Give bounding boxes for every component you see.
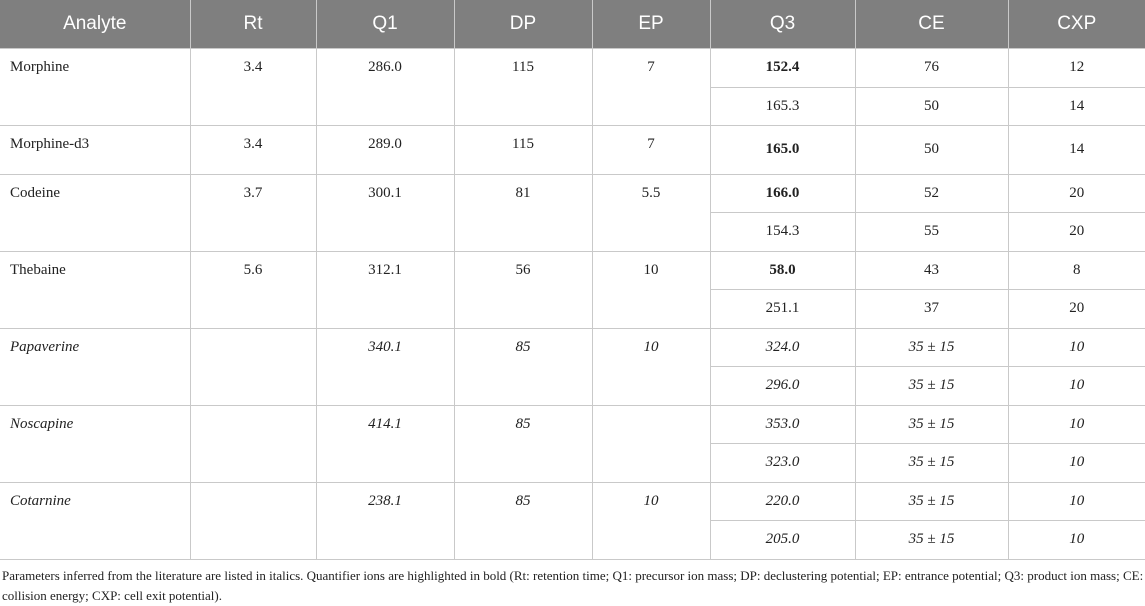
cell: 35 ± 15: [854, 327, 1009, 367]
table-row: Morphine 3.4 286.0 115 7 152.4 76 12: [0, 48, 1145, 126]
cell: 165.0: [709, 125, 856, 175]
footnote: Parameters inferred from the literature …: [2, 567, 1144, 603]
cell: 8: [1007, 250, 1145, 290]
cell: 81: [453, 173, 593, 252]
cell: Thebaine: [0, 250, 191, 329]
header-cell: CE: [854, 0, 1009, 49]
cell: 85: [453, 481, 593, 560]
cell: 286.0: [315, 48, 455, 126]
cell: [189, 404, 317, 483]
table-row: Cotarnine 238.1 85 10 220.0 35 ± 15 10: [0, 481, 1145, 560]
cell: 300.1: [315, 173, 455, 252]
cell: 50: [854, 125, 1009, 175]
header-cell: Q3: [709, 0, 856, 49]
cell: 85: [453, 404, 593, 483]
cell: 43: [854, 250, 1009, 290]
cell: 10: [591, 481, 711, 560]
cell: 85: [453, 327, 593, 406]
cell: Morphine-d3: [0, 125, 191, 175]
table-row: Codeine 3.7 300.1 81 5.5 166.0 52 20: [0, 173, 1145, 252]
cell: 166.0: [709, 173, 856, 213]
cell: 35 ± 15: [854, 443, 1009, 483]
cell: 10: [1007, 404, 1145, 444]
cell: 10: [1007, 327, 1145, 367]
cell: 56: [453, 250, 593, 329]
cell: 10: [1007, 481, 1145, 521]
cell: 12: [1007, 48, 1145, 88]
cell: 205.0: [710, 520, 856, 560]
table-row: Papaverine 340.1 85 10 324.0 35 ± 15 10: [0, 327, 1145, 406]
cell: 52: [854, 173, 1009, 213]
header-cell: CXP: [1007, 0, 1145, 49]
cell: 35 ± 15: [854, 404, 1009, 444]
cell: 37: [854, 289, 1009, 329]
cell: [189, 481, 317, 560]
table-row: 165.3 50 14: [0, 86, 1145, 126]
cell: 14: [1007, 86, 1145, 126]
cell: 7: [591, 48, 711, 126]
cell: 58.0: [709, 250, 856, 290]
cell: Noscapine: [0, 404, 191, 483]
cell: 152.4: [709, 48, 856, 88]
cell: 312.1: [315, 250, 455, 329]
cell: 20: [1007, 212, 1145, 252]
cell: Morphine: [0, 48, 191, 126]
cell: 10: [1007, 520, 1145, 560]
table-row: Morphine-d3 3.4 289.0 115 7 165.0 50 14: [0, 125, 1145, 175]
cell: 50: [854, 86, 1009, 126]
cell: 238.1: [315, 481, 455, 560]
cell: 323.0: [710, 443, 856, 483]
header-cell: DP: [453, 0, 593, 49]
cell: 35 ± 15: [854, 481, 1009, 521]
cell: 324.0: [709, 327, 856, 367]
cell: 251.1: [710, 289, 856, 329]
cell: Cotarnine: [0, 481, 191, 560]
cell: 165.3: [710, 86, 856, 126]
cell: Papaverine: [0, 327, 191, 406]
cell: 5.5: [591, 173, 711, 252]
table-row: Thebaine 5.6 312.1 56 10 58.0 43 8: [0, 250, 1145, 329]
cell: 55: [854, 212, 1009, 252]
header-cell: Q1: [315, 0, 455, 49]
cell: 353.0: [709, 404, 856, 444]
cell: 115: [453, 125, 593, 175]
cell: 10: [591, 250, 711, 329]
cell: 20: [1007, 173, 1145, 213]
cell: 154.3: [710, 212, 856, 252]
table-row: 296.0 35 ± 15 10: [0, 366, 1145, 406]
cell: 3.4: [189, 48, 317, 126]
table-row: Noscapine 414.1 85 353.0 35 ± 15 10: [0, 404, 1145, 483]
cell: 3.7: [189, 173, 317, 252]
cell: 35 ± 15: [854, 366, 1009, 406]
header-cell: Rt: [189, 0, 317, 49]
cell: 7: [591, 125, 711, 175]
cell: 10: [1007, 443, 1145, 483]
cell: 340.1: [315, 327, 455, 406]
cell: 414.1: [315, 404, 455, 483]
cell: 14: [1007, 125, 1145, 175]
cell: 220.0: [709, 481, 856, 521]
cell: 3.4: [189, 125, 317, 175]
cell: Codeine: [0, 173, 191, 252]
cell: 5.6: [189, 250, 317, 329]
cell: 296.0: [710, 366, 856, 406]
cell: 115: [453, 48, 593, 126]
table-row: 154.3 55 20: [0, 212, 1145, 252]
cell: 35 ± 15: [854, 520, 1009, 560]
cell: 76: [854, 48, 1009, 88]
cell: 10: [1007, 366, 1145, 406]
cell: 289.0: [315, 125, 455, 175]
header-cell: Analyte: [0, 0, 191, 49]
data-table: Analyte Rt Q1 DP EP Q3 CE CXP Morphine 3.4 286.0 1…: [0, 0, 1145, 560]
header-cell: EP: [591, 0, 711, 49]
cell: 20: [1007, 289, 1145, 329]
table-row: 205.0 35 ± 15 10: [0, 520, 1145, 560]
cell: [591, 404, 711, 483]
cell: [189, 327, 317, 406]
header-row: Analyte Rt Q1 DP EP Q3 CE CXP: [0, 0, 1145, 49]
cell: 10: [591, 327, 711, 406]
